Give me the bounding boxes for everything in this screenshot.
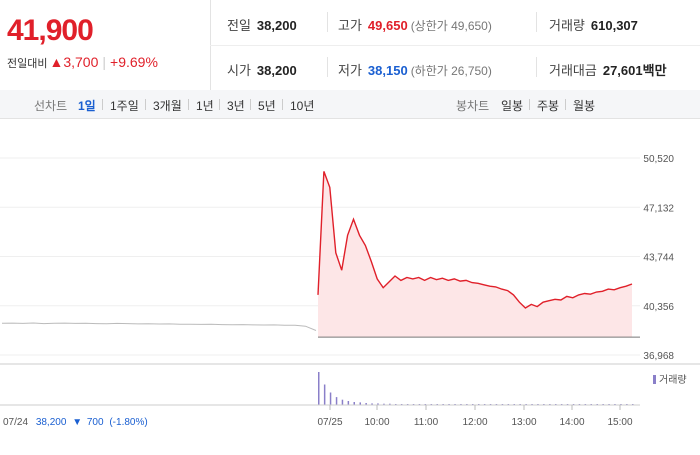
volume-bar (318, 372, 320, 405)
prev-day-summary: 07/24 38,200 ▼ 700 (-1.80%) (3, 417, 148, 428)
volume-bar (335, 397, 338, 405)
stats-row: 시가 38,200 저가 38,150 (하한가 26,750) 거래대금 27,601… (210, 45, 700, 90)
tab-3m[interactable]: 3개월 (153, 99, 182, 113)
x-tick-label: 12:00 (462, 417, 487, 428)
volume-bar (389, 403, 391, 405)
change-percent: +9.69% (110, 54, 158, 70)
divider (102, 99, 103, 110)
up-arrow-icon: ▲ (49, 54, 64, 70)
trade-amount: 거래대금 27,601백만 (549, 63, 667, 78)
tab-weekly[interactable]: 주봉 (537, 99, 560, 113)
day-low: 저가 38,150 (하한가 26,750) (338, 63, 492, 78)
volume-bar (329, 392, 332, 405)
volume-bar (359, 402, 361, 405)
change-summary: 전일대비 ▲3,700 | +9.69% (7, 54, 158, 71)
tab-monthly[interactable]: 월봉 (573, 99, 596, 113)
open-price: 시가 38,200 (227, 63, 297, 78)
price-area (318, 171, 632, 338)
x-axis-ticks: 07/25 10:00 11:00 12:00 13:00 14:00 15:00 (317, 405, 633, 428)
divider (565, 99, 566, 110)
divider (536, 57, 537, 77)
x-tick-label: 15:00 (607, 417, 632, 428)
x-tick-label: 10:00 (364, 417, 389, 428)
divider (188, 99, 189, 110)
volume-bar (371, 403, 373, 406)
tab-1y[interactable]: 1년 (196, 99, 214, 113)
y-tick-label: 47,132 (643, 203, 674, 214)
divider (250, 99, 251, 110)
change-label: 전일대비 (7, 58, 48, 70)
price-line (317, 171, 633, 309)
volume-bar (341, 399, 344, 405)
line-chart-heading: 선차트 (34, 99, 68, 113)
x-tick-label: 11:00 (414, 417, 439, 428)
volume: 거래량 610,307 (549, 18, 638, 33)
divider (219, 99, 220, 110)
volume-bar (347, 401, 350, 405)
stats-table: 전일 38,200 고가 49,650 (상한가 49,650) 거래량 610,307… (210, 0, 700, 90)
divider (145, 99, 146, 110)
divider (327, 57, 328, 77)
quote-header: 41,900 전일대비 ▲3,700 | +9.69% 전일 38,200 고가 49,6… (0, 0, 700, 91)
volume-bar (383, 403, 385, 405)
volume-legend-label: 거래량 (659, 374, 687, 386)
volume-bar (377, 403, 379, 406)
chart-tabs: 선차트 1일 1주일 3개월 1년 3년 5년 10년 봉차트 일봉 주봉 월봉 (0, 90, 700, 119)
divider: | (102, 54, 107, 70)
volume-bar (365, 403, 367, 405)
volume-legend-swatch (653, 375, 656, 384)
y-tick-label: 43,744 (643, 253, 674, 264)
tab-3y[interactable]: 3년 (227, 99, 245, 113)
candle-chart-heading: 봉차트 (456, 99, 490, 113)
volume-bar (353, 402, 355, 405)
tab-1d[interactable]: 1일 (78, 99, 96, 113)
prev-day-change: 700 (87, 417, 104, 428)
prev-day-line (1, 322, 317, 331)
tab-5y[interactable]: 5년 (258, 99, 276, 113)
x-tick-label: 07/24 (3, 417, 28, 428)
down-arrow-icon: ▼ (72, 417, 82, 428)
volume-bar (323, 384, 326, 405)
divider (327, 12, 328, 32)
y-tick-label: 50,520 (643, 154, 674, 165)
prev-day-close: 38,200 (36, 417, 67, 428)
current-price: 41,900 (7, 14, 94, 47)
price-chart: 50,520 47,132 43,744 40,356 36,968 거래량 07/25… (0, 118, 700, 450)
divider (529, 99, 530, 110)
y-tick-label: 40,356 (643, 302, 674, 313)
prev-day-percent: (-1.80%) (109, 417, 147, 428)
stats-row: 전일 38,200 고가 49,650 (상한가 49,650) 거래량 610,307 (210, 0, 700, 46)
prev-close: 전일 38,200 (227, 18, 297, 33)
price-box: 41,900 전일대비 ▲3,700 | +9.69% (0, 0, 211, 90)
divider (282, 99, 283, 110)
day-high: 고가 49,650 (상한가 49,650) (338, 18, 492, 33)
price-chart-svg: 50,520 47,132 43,744 40,356 36,968 거래량 07/25… (0, 154, 700, 428)
x-tick-label: 07/25 (317, 417, 342, 428)
volume-bars (318, 372, 634, 406)
tab-10y[interactable]: 10년 (290, 99, 315, 113)
x-tick-label: 13:00 (511, 417, 536, 428)
y-tick-label: 36,968 (643, 351, 674, 362)
x-tick-label: 14:00 (559, 417, 584, 428)
y-axis: 50,520 47,132 43,744 40,356 36,968 (643, 154, 674, 362)
tab-daily[interactable]: 일봉 (501, 99, 524, 113)
divider (536, 12, 537, 32)
tab-1w[interactable]: 1주일 (110, 99, 139, 113)
change-amount: 3,700 (63, 54, 99, 70)
